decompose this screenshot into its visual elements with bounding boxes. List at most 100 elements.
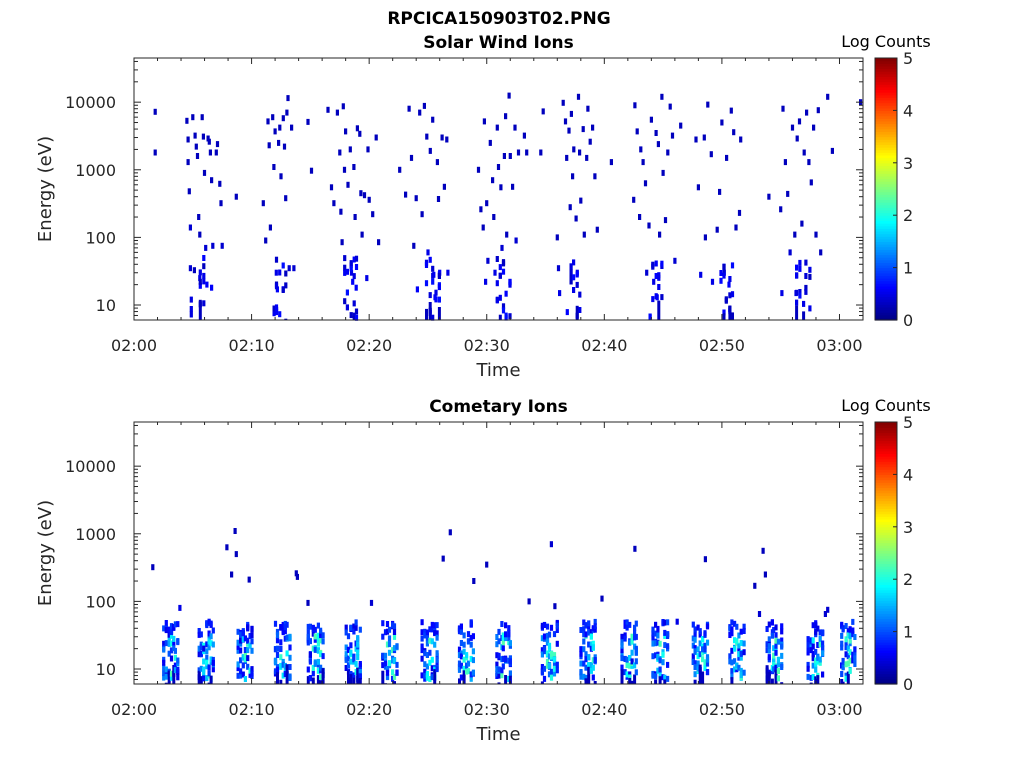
data-point — [311, 670, 315, 677]
data-point — [552, 662, 557, 669]
data-point — [826, 606, 830, 613]
data-point — [767, 643, 771, 650]
panel-title: Solar Wind Ions — [423, 33, 574, 53]
data-point — [344, 665, 348, 671]
data-point — [633, 634, 637, 641]
data-point — [332, 200, 336, 207]
data-point — [236, 643, 240, 650]
data-point — [730, 647, 734, 654]
data-point — [385, 621, 390, 627]
data-point — [663, 629, 667, 636]
data-point — [321, 632, 325, 639]
colorbar-segment — [875, 597, 897, 601]
data-point — [501, 307, 506, 314]
data-point — [288, 644, 292, 651]
data-point — [202, 300, 206, 307]
colorbar-segment — [875, 566, 897, 570]
data-point — [285, 650, 289, 657]
data-point — [772, 652, 776, 659]
data-point — [593, 681, 597, 684]
data-point — [821, 640, 825, 647]
colorbar-segment — [875, 262, 897, 266]
data-point — [274, 283, 279, 290]
data-point — [306, 599, 310, 606]
data-point — [591, 674, 595, 681]
data-point — [595, 226, 599, 233]
data-point — [702, 134, 706, 141]
data-point — [162, 625, 166, 632]
data-point — [214, 149, 218, 156]
data-point — [696, 646, 700, 653]
colorbar-segment — [875, 471, 897, 475]
data-point — [225, 544, 229, 551]
data-point — [497, 682, 501, 684]
data-point — [424, 280, 429, 287]
data-point — [346, 646, 351, 653]
data-point — [169, 670, 174, 677]
data-point — [250, 666, 254, 673]
data-point — [800, 220, 804, 227]
data-point — [634, 669, 638, 676]
colorbar-segment — [875, 126, 897, 130]
data-point — [807, 159, 811, 166]
data-point — [763, 571, 767, 578]
data-point — [542, 646, 547, 652]
data-point — [246, 655, 250, 662]
data-point — [806, 649, 810, 656]
colorbar-segment — [875, 558, 897, 562]
data-point — [164, 682, 168, 684]
data-point — [354, 264, 359, 270]
data-point — [701, 656, 705, 663]
data-point — [497, 638, 501, 645]
data-point — [780, 652, 784, 659]
data-point — [630, 633, 634, 640]
data-point — [167, 650, 171, 657]
data-point — [780, 623, 784, 630]
data-point — [549, 674, 554, 681]
data-point — [290, 124, 294, 131]
data-point — [507, 625, 511, 632]
data-point — [587, 662, 591, 669]
colorbar-segment — [875, 254, 897, 258]
data-point — [199, 676, 203, 684]
data-point — [633, 643, 637, 650]
data-point — [495, 661, 499, 668]
data-point — [508, 658, 512, 665]
data-point — [772, 662, 776, 668]
data-point — [186, 159, 190, 166]
data-point — [202, 272, 206, 279]
data-point — [779, 206, 783, 213]
data-point — [495, 670, 499, 677]
data-point — [569, 269, 573, 275]
data-point — [500, 244, 504, 251]
colorbar-segment — [875, 639, 897, 643]
data-point — [705, 669, 710, 675]
data-point — [579, 197, 583, 204]
data-point — [575, 305, 579, 320]
data-point — [428, 637, 432, 644]
data-point — [724, 296, 728, 303]
data-point — [352, 312, 356, 319]
data-point — [352, 677, 356, 684]
data-point — [698, 631, 702, 638]
data-point — [287, 265, 291, 272]
data-point — [739, 650, 743, 657]
data-point — [735, 662, 739, 669]
colorbar-segment — [875, 613, 897, 617]
y-tick-label: 10 — [96, 660, 116, 679]
data-point — [471, 648, 475, 655]
data-point — [202, 675, 206, 682]
data-point — [705, 639, 710, 646]
data-point — [162, 646, 166, 653]
data-point — [243, 656, 247, 663]
data-point — [589, 667, 593, 674]
data-point — [730, 262, 735, 269]
data-point — [275, 637, 280, 644]
data-point — [281, 262, 285, 269]
data-point — [728, 653, 732, 660]
data-point — [495, 641, 499, 648]
colorbar-segment — [875, 453, 897, 457]
colorbar-segment — [875, 594, 897, 599]
data-point — [585, 154, 589, 161]
data-point — [246, 647, 250, 654]
